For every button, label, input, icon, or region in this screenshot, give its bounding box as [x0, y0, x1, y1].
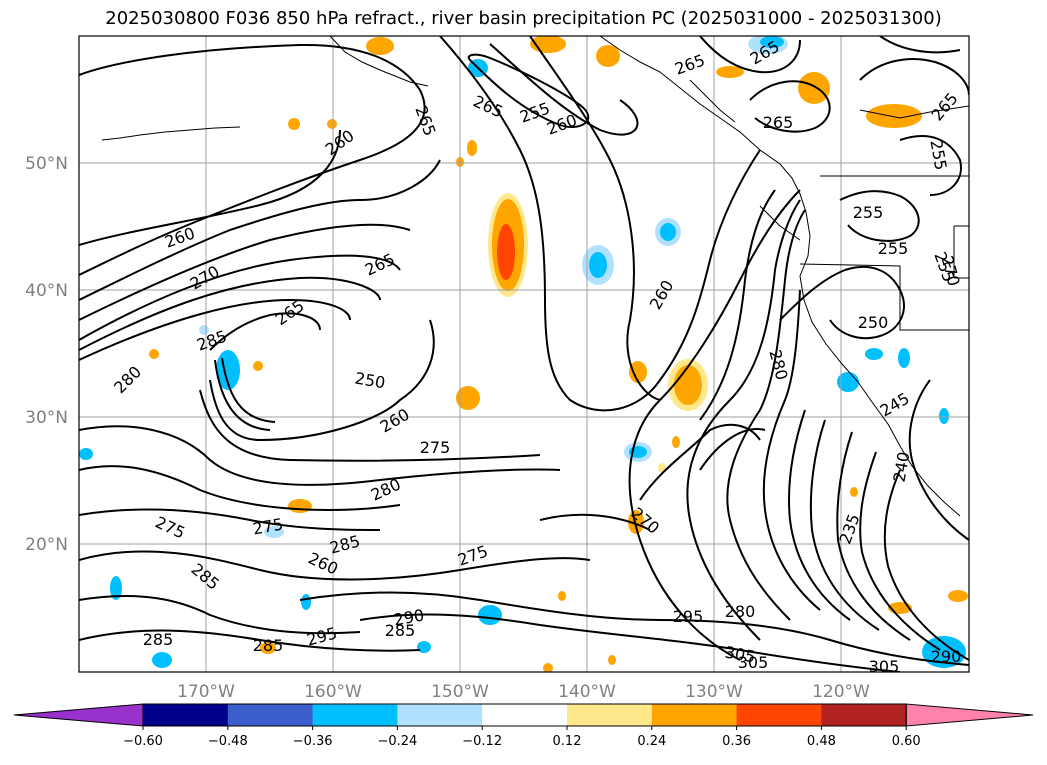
lon-label: 130°W	[685, 682, 743, 702]
lat-label: 50°N	[25, 154, 68, 174]
contour-label: 305	[869, 657, 900, 676]
latitude-labels: 50°N 40°N 30°N 20°N	[25, 154, 68, 555]
lon-label: 150°W	[431, 682, 489, 702]
lon-label: 120°W	[812, 682, 870, 702]
colorbar-tick-label: 0.24	[637, 734, 666, 749]
map-frame	[78, 35, 970, 673]
contour-label: 250	[858, 313, 889, 332]
contour-label: 280	[725, 602, 756, 621]
graticule	[79, 36, 969, 672]
colorbar-bin	[482, 704, 568, 726]
contour-label: 285	[143, 630, 174, 649]
map-title: 2025030800 F036 850 hPa refract., river …	[105, 8, 942, 29]
contour-label: 295	[673, 607, 704, 626]
longitude-labels: 170°W 160°W 150°W 140°W 130°W 120°W	[177, 682, 870, 702]
colorbar-tick-label: 0.12	[553, 734, 582, 749]
colorbar	[13, 703, 1034, 727]
lat-label: 20°N	[25, 535, 68, 555]
colorbar-bin	[397, 704, 483, 726]
lat-label: 40°N	[25, 281, 68, 301]
lon-label: 140°W	[558, 682, 616, 702]
contour-label: 275	[420, 438, 451, 457]
contour-label: 285	[385, 621, 416, 640]
colorbar-tick-label: −0.36	[293, 734, 333, 749]
contour-label: 305	[738, 653, 769, 672]
colorbar-extend-high	[905, 703, 1034, 727]
lon-label: 160°W	[304, 682, 362, 702]
colorbar-extend-low	[13, 703, 144, 727]
colorbar-bin	[821, 704, 907, 726]
colorbar-tick-labels: −0.60 −0.48 −0.36 −0.24 −0.12 0.12 0.24 0.36 0.4…	[123, 726, 921, 749]
contour-label: 255	[878, 239, 909, 258]
lon-label: 170°W	[177, 682, 235, 702]
colorbar-tick-label: 0.36	[722, 734, 751, 749]
colorbar-tick-label: −0.60	[123, 734, 163, 749]
colorbar-tick-label: −0.12	[462, 734, 502, 749]
colorbar-tick-label: −0.48	[208, 734, 248, 749]
precip-shading	[79, 36, 968, 672]
coastlines	[101, 36, 969, 517]
colorbar-bin	[736, 704, 822, 726]
contour-label: 285	[253, 636, 284, 655]
colorbar-tick-label: 0.60	[892, 734, 921, 749]
colorbar-bin	[227, 704, 314, 726]
colorbar-bin	[567, 704, 653, 726]
colorbar-tick-label: −0.24	[377, 734, 417, 749]
colorbar-bin	[312, 704, 398, 726]
colorbar-tick-label: 0.48	[807, 734, 836, 749]
contour-label: 265	[763, 113, 794, 132]
colorbar-bin	[651, 704, 738, 726]
lat-label: 30°N	[25, 408, 68, 428]
colorbar-outline	[142, 703, 907, 727]
contour-label: 290	[931, 647, 962, 666]
refractivity-contours	[79, 36, 969, 672]
colorbar-bin	[143, 704, 229, 726]
contour-label: 255	[853, 203, 884, 222]
